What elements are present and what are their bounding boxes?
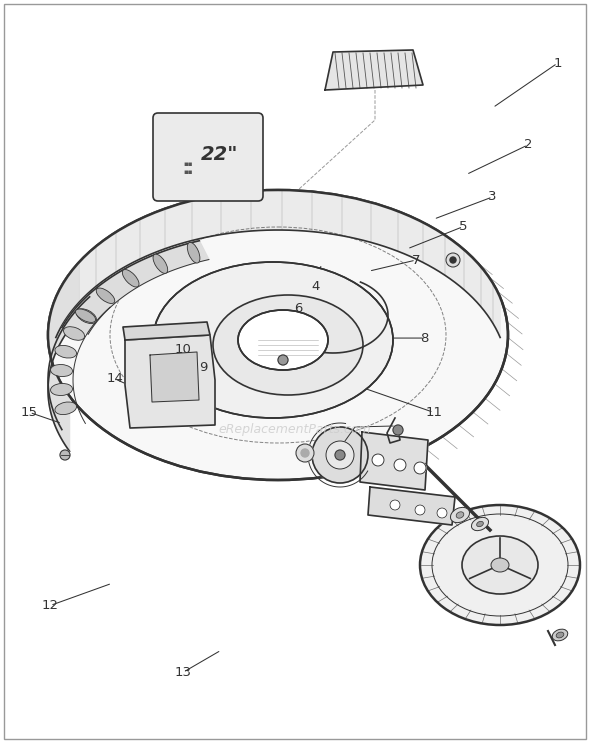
Ellipse shape (187, 242, 200, 263)
Circle shape (60, 450, 70, 460)
Text: 13: 13 (175, 666, 191, 679)
Text: 14: 14 (107, 372, 123, 386)
Text: 3: 3 (489, 190, 497, 204)
Text: 2: 2 (524, 138, 532, 152)
Text: 22": 22" (201, 146, 239, 164)
Ellipse shape (477, 522, 483, 527)
Circle shape (335, 450, 345, 460)
Text: 4: 4 (312, 279, 320, 293)
Circle shape (415, 505, 425, 515)
Circle shape (394, 459, 406, 471)
Circle shape (326, 441, 354, 469)
Polygon shape (56, 190, 500, 337)
Circle shape (278, 355, 288, 365)
Circle shape (393, 425, 403, 435)
Ellipse shape (55, 402, 77, 415)
Ellipse shape (556, 632, 564, 638)
Ellipse shape (420, 505, 580, 625)
Text: 10: 10 (175, 343, 191, 356)
Ellipse shape (456, 512, 464, 518)
Ellipse shape (153, 262, 393, 418)
Circle shape (301, 449, 309, 457)
Polygon shape (62, 241, 209, 334)
Ellipse shape (51, 383, 73, 395)
Text: 8: 8 (421, 331, 429, 345)
Ellipse shape (153, 254, 168, 273)
Polygon shape (325, 50, 423, 90)
Polygon shape (150, 352, 199, 402)
Text: 1: 1 (553, 56, 562, 70)
Ellipse shape (64, 327, 84, 340)
Ellipse shape (55, 345, 77, 358)
Ellipse shape (238, 310, 328, 370)
Text: ▪▪
▪▪: ▪▪ ▪▪ (183, 161, 193, 175)
Ellipse shape (51, 365, 73, 377)
Circle shape (414, 462, 426, 474)
Circle shape (446, 253, 460, 267)
Circle shape (450, 257, 456, 263)
Text: 7: 7 (412, 253, 420, 267)
Ellipse shape (462, 536, 538, 594)
Ellipse shape (471, 517, 489, 531)
Text: eReplacementParts.com: eReplacementParts.com (219, 424, 371, 436)
Ellipse shape (76, 309, 96, 322)
Ellipse shape (48, 190, 508, 480)
Circle shape (437, 508, 447, 518)
Text: 6: 6 (294, 302, 302, 315)
Text: 11: 11 (425, 406, 442, 419)
Circle shape (390, 500, 400, 510)
Circle shape (372, 454, 384, 466)
Polygon shape (368, 487, 455, 525)
Ellipse shape (76, 309, 97, 323)
Ellipse shape (552, 629, 568, 641)
Polygon shape (48, 262, 79, 451)
Circle shape (296, 444, 314, 462)
Polygon shape (125, 335, 215, 428)
FancyBboxPatch shape (153, 113, 263, 201)
Text: 9: 9 (199, 361, 208, 374)
Ellipse shape (213, 295, 363, 395)
Ellipse shape (96, 288, 115, 303)
Text: 15: 15 (21, 406, 38, 419)
Ellipse shape (122, 270, 139, 287)
Ellipse shape (451, 507, 470, 522)
Ellipse shape (491, 558, 509, 572)
Text: 5: 5 (459, 220, 467, 233)
Polygon shape (360, 432, 428, 490)
Text: 12: 12 (42, 599, 58, 612)
Polygon shape (123, 322, 210, 340)
Circle shape (312, 427, 368, 483)
